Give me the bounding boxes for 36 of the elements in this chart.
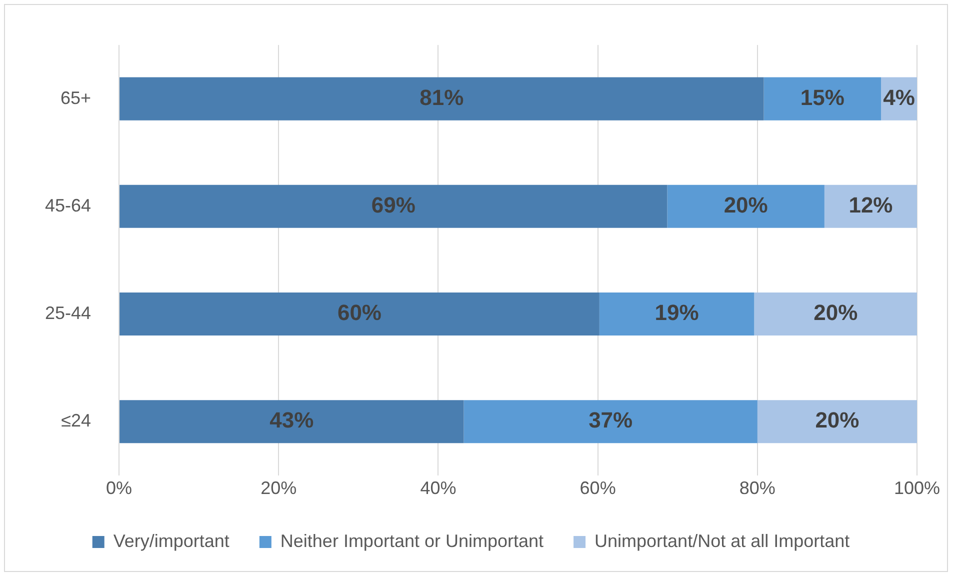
x-tick-label: 60%	[580, 478, 616, 498]
bar	[754, 292, 917, 336]
bar	[757, 400, 917, 444]
y-tick-label: 45-64	[44, 195, 92, 216]
data-label: 4%	[883, 84, 915, 110]
data-label: 20%	[815, 408, 860, 433]
data-label: 20%	[814, 300, 858, 326]
data-label: 15%	[800, 84, 844, 110]
y-tick-label: 65+	[60, 88, 92, 108]
y-tick-label: ≤24	[61, 410, 92, 431]
x-tick-label: 40%	[420, 478, 456, 498]
data-label: 20%	[724, 192, 768, 218]
x-tick-label: 20%	[260, 478, 297, 498]
legend-label: Neither Important or Unimportant	[280, 530, 544, 551]
x-tick-label: 100%	[894, 478, 940, 498]
data-label: 37%	[588, 408, 633, 433]
legend-label: Unimportant/Not at all Important	[594, 530, 850, 551]
x-tick-label: 80%	[739, 478, 776, 498]
bar	[464, 400, 758, 444]
data-label: 43%	[270, 408, 314, 433]
legend-label: Very/important	[113, 530, 230, 551]
bar	[120, 400, 464, 444]
data-label: 12%	[848, 192, 893, 218]
bar	[764, 77, 882, 120]
bar	[667, 184, 824, 228]
bar	[120, 184, 668, 228]
data-label: 19%	[654, 300, 699, 326]
data-label: 69%	[371, 192, 416, 218]
bar	[599, 292, 754, 336]
y-tick-label: 25-44	[44, 302, 92, 323]
bar	[824, 184, 917, 228]
data-label: 81%	[420, 84, 464, 110]
bar	[120, 292, 600, 336]
x-tick-label: 0%	[106, 478, 132, 498]
data-label: 60%	[337, 300, 382, 326]
bar	[120, 77, 764, 120]
